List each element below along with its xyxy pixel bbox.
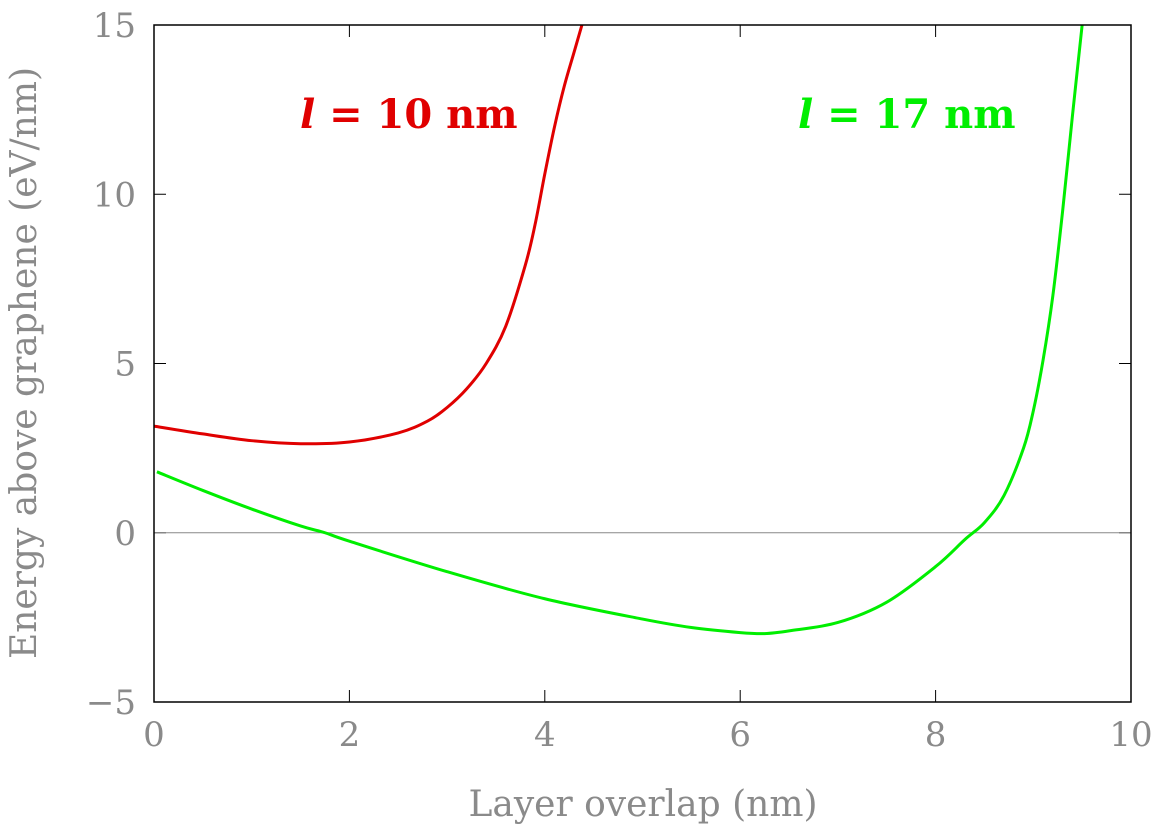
series-label-l17: l = 17 nm (798, 91, 1016, 138)
y-tick-label: 15 (93, 6, 136, 46)
plot-frame (153, 24, 1132, 703)
x-tick-label: 4 (534, 715, 556, 755)
y-tick-label: 0 (114, 514, 136, 554)
series-label-l17-rest: = 17 nm (813, 91, 1015, 138)
x-tick-label: 8 (925, 715, 947, 755)
y-tick-label: −5 (86, 683, 136, 723)
series-line-0 (153, 24, 584, 446)
y-tick-label: 5 (114, 345, 136, 385)
series-lines (153, 24, 1084, 636)
series-label-l10: l = 10 nm (300, 91, 518, 138)
series-label-l17-var: l (798, 91, 813, 138)
x-tick-label: 2 (339, 715, 361, 755)
x-tick-label: 0 (143, 715, 165, 755)
y-axis-title: Energy above graphene (eV/nm) (4, 67, 45, 659)
series-label-l10-rest: = 10 nm (315, 91, 517, 138)
series-label-l10-var: l (300, 91, 315, 138)
x-tick-label: 6 (729, 715, 751, 755)
y-tick-label: 10 (93, 175, 136, 215)
series-line-1 (156, 24, 1084, 636)
x-axis-title: Layer overlap (nm) (468, 784, 817, 825)
x-tick-label: 10 (1109, 715, 1152, 755)
